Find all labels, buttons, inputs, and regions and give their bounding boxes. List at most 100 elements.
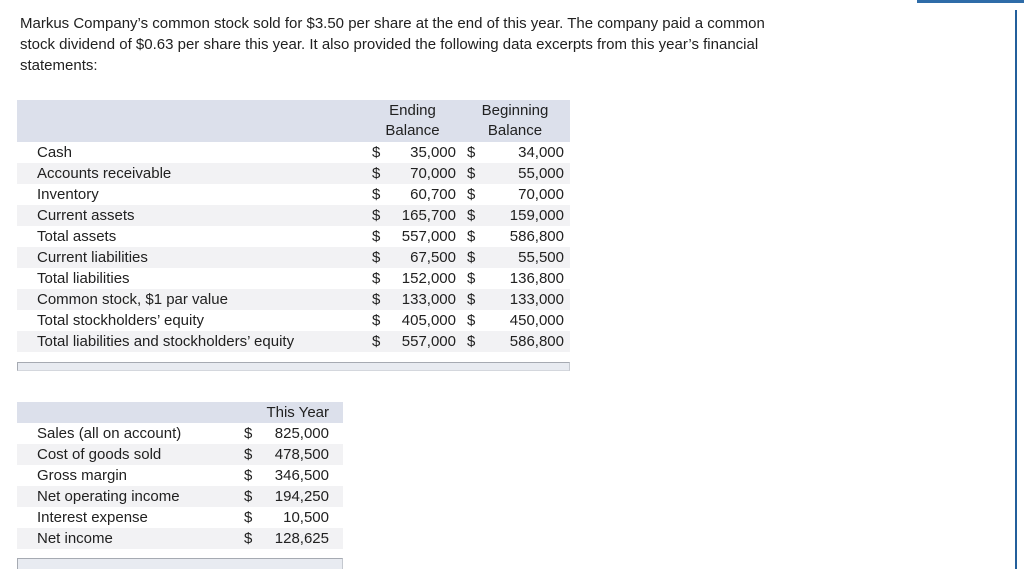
row-label: Current liabilities xyxy=(17,247,365,268)
table-header-row: Ending Balance Beginning Balance xyxy=(17,100,570,142)
cell-value: 450,000 xyxy=(509,312,564,329)
table-row: Total liabilities $152,000 $136,800 xyxy=(17,268,570,289)
currency-symbol: $ xyxy=(467,207,476,224)
row-label: Common stock, $1 par value xyxy=(17,289,365,310)
beginning-balance-cell: $136,800 xyxy=(460,268,570,289)
row-label: Total assets xyxy=(37,228,117,245)
currency-symbol: $ xyxy=(467,249,476,266)
currency-symbol: $ xyxy=(467,333,476,350)
income-statement-table: This Year Sales (all on account) $825,00… xyxy=(17,402,343,549)
beginning-balance-cell: $586,800 xyxy=(460,226,570,247)
table-row: Common stock, $1 par value $133,000 $133… xyxy=(17,289,570,310)
cell-value: 55,500 xyxy=(518,249,564,266)
table-row: Current liabilities $67,500 $55,500 xyxy=(17,247,570,268)
cell-value: 165,700 xyxy=(401,207,456,224)
currency-symbol: $ xyxy=(372,165,381,182)
ending-balance-cell: $152,000 xyxy=(365,268,460,289)
row-label: Net income xyxy=(17,528,232,549)
beginning-balance-cell: $133,000 xyxy=(460,289,570,310)
ending-balance-cell: $557,000 xyxy=(365,226,460,247)
table-row: Sales (all on account) $825,000 xyxy=(17,423,343,444)
this-year-cell: $346,500 xyxy=(232,465,343,486)
currency-symbol: $ xyxy=(372,249,381,266)
currency-symbol: $ xyxy=(372,186,381,203)
row-label: Interest expense xyxy=(37,509,148,526)
empty-header-cell xyxy=(17,100,365,142)
balance-sheet-table: Ending Balance Beginning Balance Cash $3… xyxy=(17,100,570,352)
currency-symbol: $ xyxy=(372,228,381,245)
currency-symbol: $ xyxy=(467,291,476,308)
this-year-cell: $128,625 xyxy=(232,528,343,549)
ending-balance-cell: $67,500 xyxy=(365,247,460,268)
table-row: Gross margin $346,500 xyxy=(17,465,343,486)
cell-value: 55,000 xyxy=(518,165,564,182)
cell-value: 159,000 xyxy=(509,207,564,224)
cell-value: 133,000 xyxy=(401,291,456,308)
cell-value: 133,000 xyxy=(509,291,564,308)
table-row: Current assets $165,700 $159,000 xyxy=(17,205,570,226)
currency-symbol: $ xyxy=(372,270,381,287)
currency-symbol: $ xyxy=(244,467,253,484)
row-label: Accounts receivable xyxy=(17,163,365,184)
cell-value: 10,500 xyxy=(283,509,329,526)
row-label: Total liabilities and stockholders’ equi… xyxy=(17,331,365,352)
cell-value: 34,000 xyxy=(518,144,564,161)
cell-value: 194,250 xyxy=(274,488,329,505)
this-year-cell: $825,000 xyxy=(232,423,343,444)
cell-value: 557,000 xyxy=(401,228,456,245)
cell-value: 152,000 xyxy=(401,270,456,287)
this-year-cell: $194,250 xyxy=(232,486,343,507)
currency-symbol: $ xyxy=(372,144,381,161)
ending-balance-cell: $165,700 xyxy=(365,205,460,226)
currency-symbol: $ xyxy=(372,207,381,224)
beginning-balance-cell: $586,800 xyxy=(460,331,570,352)
problem-statement-line: statements: xyxy=(20,57,98,74)
cell-value: 70,000 xyxy=(518,186,564,203)
row-label: Gross margin xyxy=(37,467,128,484)
table-row: Cash $35,000 $34,000 xyxy=(17,142,570,163)
cell-value: 557,000 xyxy=(401,333,456,350)
problem-statement: Markus Company’s common stock sold for $… xyxy=(20,13,765,76)
table-header-row: This Year xyxy=(17,402,343,423)
cell-value: 825,000 xyxy=(274,425,329,442)
beginning-balance-header: Beginning Balance xyxy=(460,100,570,142)
cell-value: 346,500 xyxy=(274,467,329,484)
row-label: Inventory xyxy=(37,186,99,203)
currency-symbol: $ xyxy=(244,509,253,526)
income-table-horizontal-scrollbar[interactable] xyxy=(17,558,343,569)
currency-symbol: $ xyxy=(467,144,476,161)
currency-symbol: $ xyxy=(467,312,476,329)
cell-value: 586,800 xyxy=(509,333,564,350)
cell-value: 478,500 xyxy=(274,446,329,463)
beginning-balance-cell: $34,000 xyxy=(460,142,570,163)
table-row: Inventory $60,700 $70,000 xyxy=(17,184,570,205)
cell-value: 67,500 xyxy=(410,249,456,266)
table-row: Net operating income $194,250 xyxy=(17,486,343,507)
table-row: Total stockholders’ equity $405,000 $450… xyxy=(17,310,570,331)
beginning-balance-cell: $70,000 xyxy=(460,184,570,205)
row-label: Net operating income xyxy=(17,486,232,507)
table-row: Interest expense $10,500 xyxy=(17,507,343,528)
beginning-balance-cell: $159,000 xyxy=(460,205,570,226)
cell-value: 405,000 xyxy=(401,312,456,329)
this-year-cell: $478,500 xyxy=(232,444,343,465)
ending-balance-cell: $70,000 xyxy=(365,163,460,184)
row-label: Cash xyxy=(37,144,73,161)
ending-balance-cell: $60,700 xyxy=(365,184,460,205)
ending-balance-cell: $133,000 xyxy=(365,289,460,310)
currency-symbol: $ xyxy=(467,165,476,182)
row-label: Sales (all on account) xyxy=(37,425,182,442)
currency-symbol: $ xyxy=(244,446,253,463)
beginning-balance-cell: $55,000 xyxy=(460,163,570,184)
table-row: Accounts receivable $70,000 $55,000 xyxy=(17,163,570,184)
cell-value: 136,800 xyxy=(509,270,564,287)
cell-value: 128,625 xyxy=(274,530,329,547)
balance-table-horizontal-scrollbar[interactable] xyxy=(17,362,570,371)
currency-symbol: $ xyxy=(372,291,381,308)
table-row: Net income $128,625 xyxy=(17,528,343,549)
ending-balance-header: Ending Balance xyxy=(365,100,460,142)
currency-symbol: $ xyxy=(467,186,476,203)
row-label: Cost of goods sold xyxy=(17,444,232,465)
cell-value: 586,800 xyxy=(509,228,564,245)
cell-value: 60,700 xyxy=(410,186,456,203)
